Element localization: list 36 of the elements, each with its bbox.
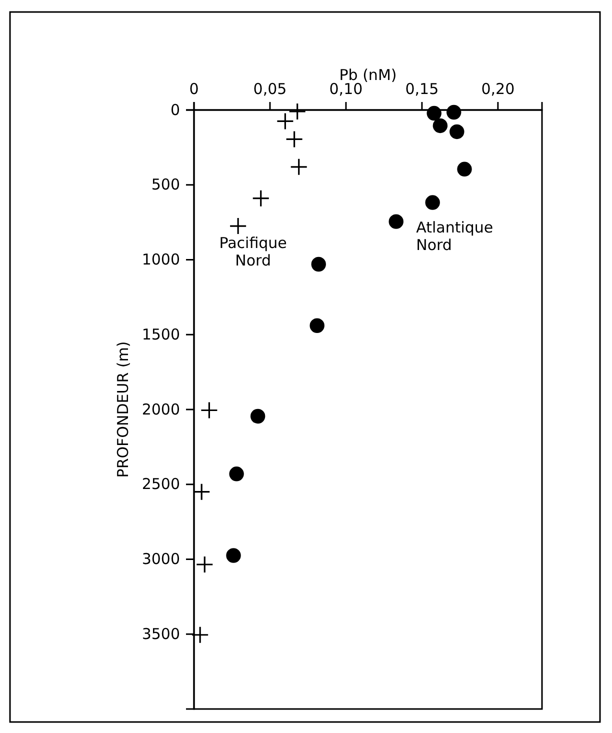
y-tick-label: 3000 <box>142 550 180 568</box>
x-tick-label: 0 <box>189 80 199 98</box>
y-tick-label: 0 <box>170 100 180 119</box>
point <box>229 217 247 235</box>
x-tick-label: 0,20 <box>481 80 515 98</box>
y-tick-label: 500 <box>151 176 180 194</box>
point <box>388 214 404 229</box>
point <box>200 401 218 420</box>
y-tick-label: 2500 <box>142 475 180 494</box>
point <box>250 408 266 424</box>
point <box>425 195 440 210</box>
series-label: Atlantique Nord <box>416 218 494 254</box>
point <box>252 190 270 208</box>
point <box>226 548 241 563</box>
point <box>288 102 306 120</box>
point <box>446 104 462 120</box>
point <box>192 483 210 501</box>
point <box>290 158 308 176</box>
point <box>457 162 472 176</box>
point <box>432 118 448 134</box>
y-tick-label: 1000 <box>142 250 180 269</box>
y-tick-label: 3500 <box>142 624 180 643</box>
y-axis-title: PROFONDEUR (m) <box>114 341 132 478</box>
y-tick-label: 2000 <box>142 400 180 418</box>
x-tick-label: 0,05 <box>253 80 287 98</box>
y-tick-label: 1500 <box>142 325 180 344</box>
point <box>450 124 464 140</box>
point <box>311 256 326 272</box>
x-tick-label: 0,15 <box>405 80 439 98</box>
series-label: Pacifique Nord <box>219 234 287 270</box>
point <box>310 318 324 333</box>
point <box>229 466 244 482</box>
point <box>276 112 294 130</box>
point <box>285 130 304 148</box>
point <box>196 556 214 574</box>
point <box>426 106 442 121</box>
